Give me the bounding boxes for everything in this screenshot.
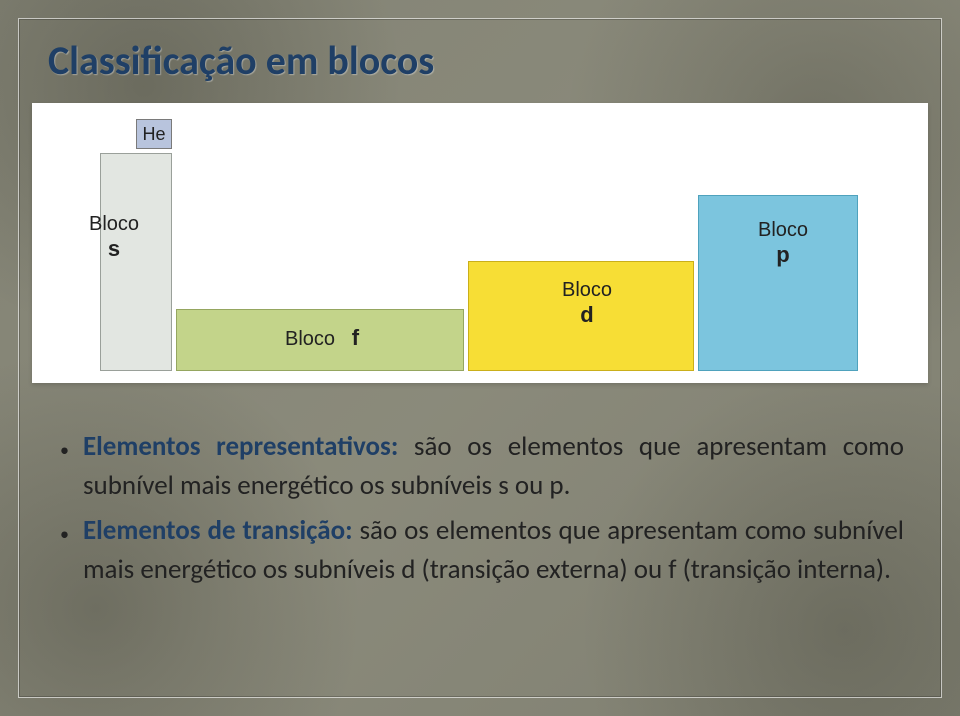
list-item: • Elementos de transição: são os element… [60, 511, 904, 589]
bullet-text: Elementos representativos: são os elemen… [83, 427, 904, 505]
block-d-label-letter: d [580, 302, 593, 327]
block-s-label-word: Bloco [89, 213, 139, 235]
block-f-label: Bloco f [262, 325, 382, 351]
block-d-label-word: Bloco [562, 279, 612, 301]
block-f-label-word: Bloco [285, 328, 335, 350]
block-s-label: Bloco s [84, 213, 144, 262]
block-d-label: Bloco d [552, 279, 622, 328]
periodic-blocks-diagram: He Bloco s Bloco f Bloco d Bloco p [32, 103, 928, 383]
diagram-inner: He Bloco s Bloco f Bloco d Bloco p [32, 103, 928, 383]
slide-title: Classificação em blocos [48, 36, 928, 85]
block-f-label-letter: f [352, 325, 359, 350]
bullet-text: Elementos de transição: são os elementos… [83, 511, 904, 589]
block-p-label: Bloco p [748, 219, 818, 268]
block-p-label-word: Bloco [758, 219, 808, 241]
bullet-icon: • [60, 437, 69, 463]
bullet-term: Elementos representativos: [83, 430, 398, 463]
element-he-box: He [136, 119, 172, 149]
block-p-label-letter: p [776, 242, 789, 267]
bullet-term: Elementos de transição: [83, 514, 353, 547]
slide-content: Classificação em blocos He Bloco s Bloco… [32, 32, 928, 684]
bullet-list: • Elementos representativos: são os elem… [32, 427, 928, 590]
block-s-label-letter: s [108, 236, 120, 261]
block-s [100, 153, 172, 371]
bullet-icon: • [60, 521, 69, 547]
list-item: • Elementos representativos: são os elem… [60, 427, 904, 505]
